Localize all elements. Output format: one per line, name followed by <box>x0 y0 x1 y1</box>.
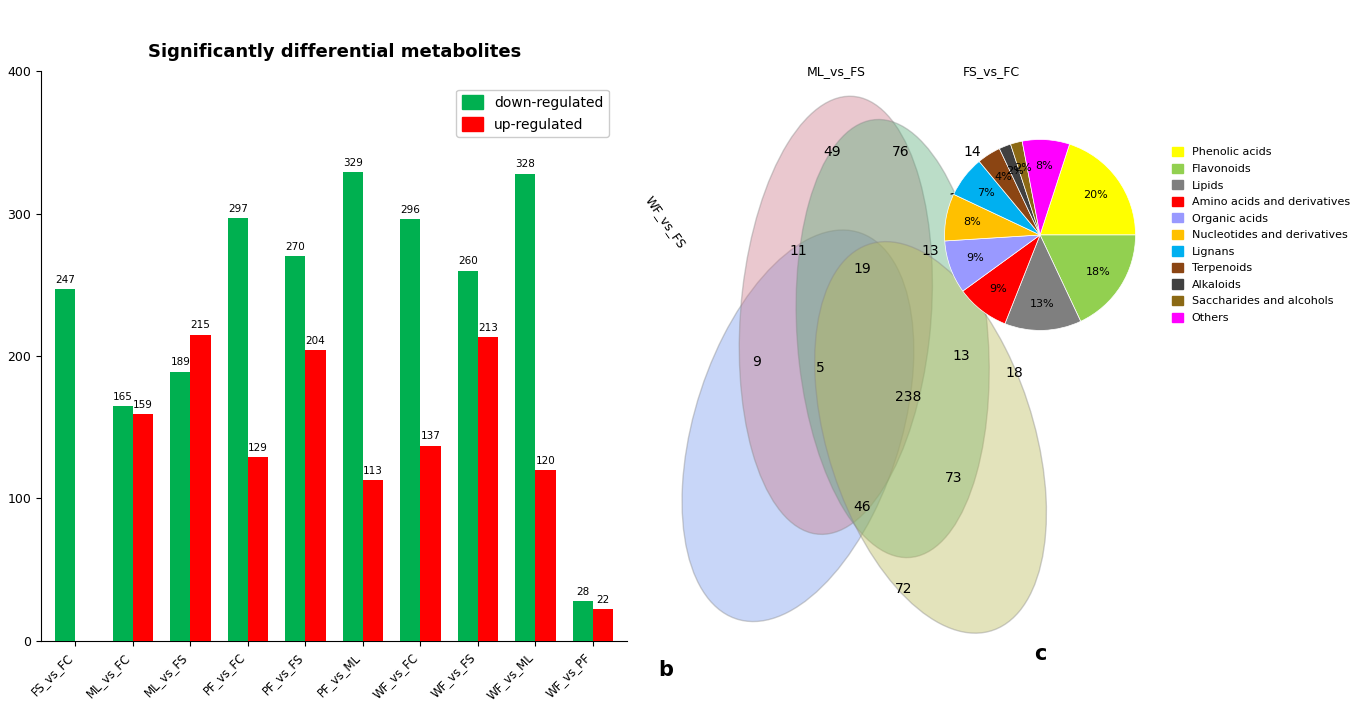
Bar <box>593 609 612 641</box>
Wedge shape <box>1011 141 1041 235</box>
Legend: down-regulated, up-regulated: down-regulated, up-regulated <box>457 90 608 137</box>
Text: 13: 13 <box>922 244 940 258</box>
Y-axis label: Numbers: Numbers <box>0 318 1 394</box>
Text: 2%: 2% <box>1013 163 1031 174</box>
Text: 296: 296 <box>401 205 420 215</box>
Text: 4%: 4% <box>994 172 1012 182</box>
Bar <box>420 446 441 641</box>
Text: 9: 9 <box>752 355 761 369</box>
Text: 46: 46 <box>854 501 872 514</box>
Wedge shape <box>979 149 1041 235</box>
Text: 18: 18 <box>1005 367 1023 380</box>
Ellipse shape <box>682 230 914 622</box>
Text: 49: 49 <box>824 145 840 159</box>
Text: 120: 120 <box>536 456 555 466</box>
Bar <box>400 219 420 641</box>
Text: 113: 113 <box>363 466 383 476</box>
Text: 18%: 18% <box>1086 267 1110 277</box>
Text: 297: 297 <box>228 204 248 214</box>
Text: 20%: 20% <box>1083 189 1108 199</box>
Text: 73: 73 <box>944 471 962 485</box>
Wedge shape <box>1000 144 1041 235</box>
Text: 165: 165 <box>113 392 132 402</box>
Bar <box>132 414 153 641</box>
Text: 238: 238 <box>895 389 921 404</box>
Text: 7%: 7% <box>977 188 994 198</box>
Text: PF_vs_FS: PF_vs_FS <box>1057 242 1099 295</box>
Text: 14: 14 <box>963 145 981 159</box>
Text: 1: 1 <box>949 192 958 206</box>
Bar <box>285 256 306 641</box>
Text: 13: 13 <box>952 349 970 363</box>
Wedge shape <box>963 235 1041 324</box>
Bar <box>363 480 383 641</box>
Text: 159: 159 <box>134 400 153 410</box>
Bar <box>458 271 477 641</box>
Text: 215: 215 <box>191 320 210 330</box>
Text: 328: 328 <box>516 159 535 169</box>
Wedge shape <box>944 194 1041 241</box>
Text: ML_vs_FS: ML_vs_FS <box>806 65 865 78</box>
Text: 137: 137 <box>420 431 441 441</box>
Ellipse shape <box>797 120 989 557</box>
Bar <box>170 372 191 641</box>
Text: b: b <box>657 660 672 680</box>
Text: 260: 260 <box>458 256 477 266</box>
Bar <box>536 470 555 641</box>
Text: 189: 189 <box>170 357 191 367</box>
Text: 213: 213 <box>477 323 498 333</box>
Ellipse shape <box>814 241 1046 633</box>
Wedge shape <box>1041 235 1136 321</box>
Text: 11: 11 <box>788 244 807 258</box>
Text: 72: 72 <box>895 582 913 595</box>
Text: 76: 76 <box>892 145 908 159</box>
Text: 270: 270 <box>285 242 306 252</box>
Text: 13%: 13% <box>1030 298 1054 309</box>
Text: 247: 247 <box>56 275 75 285</box>
Title: Significantly differential metabolites: Significantly differential metabolites <box>147 43 521 61</box>
Text: 19: 19 <box>854 262 872 276</box>
Bar <box>191 335 210 641</box>
Text: WF_vs_FS: WF_vs_FS <box>642 194 687 251</box>
Bar <box>228 218 248 641</box>
Text: 22: 22 <box>596 595 610 605</box>
Text: 2%: 2% <box>1005 166 1023 176</box>
Wedge shape <box>953 162 1041 235</box>
Bar <box>477 337 498 641</box>
Wedge shape <box>1022 140 1069 235</box>
Text: 329: 329 <box>342 158 363 168</box>
Bar <box>248 457 269 641</box>
Text: 129: 129 <box>248 443 267 453</box>
Text: 9%: 9% <box>967 253 985 263</box>
Text: 8%: 8% <box>963 217 981 227</box>
Text: 28: 28 <box>576 587 589 597</box>
Ellipse shape <box>739 96 933 535</box>
Text: 8%: 8% <box>1035 162 1053 172</box>
Wedge shape <box>945 235 1041 291</box>
Wedge shape <box>1041 144 1136 235</box>
Text: FS_vs_FC: FS_vs_FC <box>963 65 1020 78</box>
Bar <box>342 172 363 641</box>
Bar <box>516 174 536 641</box>
Bar <box>113 406 132 641</box>
Text: 5: 5 <box>816 361 825 375</box>
Text: 204: 204 <box>306 336 326 346</box>
Bar <box>573 601 593 641</box>
Legend: Phenolic acids, Flavonoids, Lipids, Amino acids and derivatives, Organic acids, : Phenolic acids, Flavonoids, Lipids, Amin… <box>1172 147 1350 323</box>
Bar <box>56 289 75 641</box>
Text: 9%: 9% <box>989 284 1007 294</box>
Wedge shape <box>1005 235 1080 330</box>
Text: c: c <box>1034 644 1046 664</box>
Bar <box>306 350 326 641</box>
